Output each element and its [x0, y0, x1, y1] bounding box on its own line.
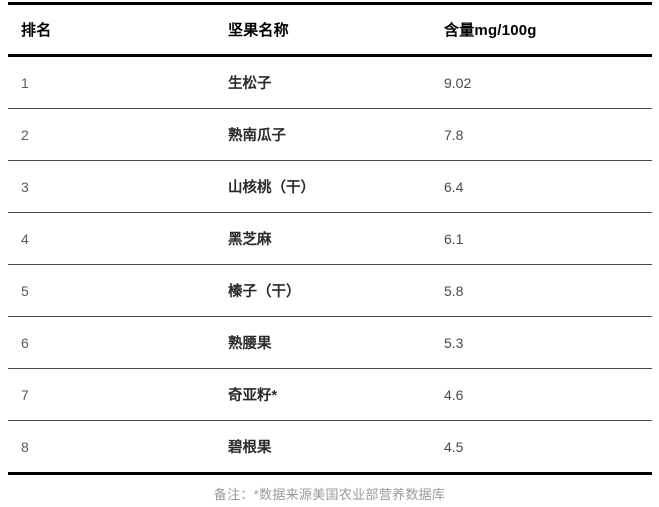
cell-rank: 4 — [21, 230, 29, 247]
cell-name: 生松子 — [228, 76, 272, 92]
cell-value: 6.4 — [444, 178, 464, 195]
cell-rank: 6 — [21, 334, 29, 351]
table-row: 8 碧根果 4.5 — [8, 421, 652, 474]
cell-rank: 3 — [21, 178, 29, 195]
table-row: 4 黑芝麻 6.1 — [8, 213, 652, 265]
table-row: 3 山核桃（干） 6.4 — [8, 161, 652, 213]
column-header-name: 坚果名称 — [228, 22, 289, 39]
table-row: 7 奇亚籽* 4.6 — [8, 369, 652, 421]
nut-content-table: 排名 坚果名称 含量mg/100g 1 生松子 9.02 2 熟南瓜子 7.8 … — [8, 2, 652, 475]
column-header-value: 含量mg/100g — [444, 22, 537, 39]
cell-value: 4.6 — [444, 386, 464, 403]
cell-rank: 1 — [21, 74, 29, 91]
cell-rank: 8 — [21, 438, 29, 455]
table-row: 1 生松子 9.02 — [8, 56, 652, 109]
cell-name: 熟腰果 — [228, 336, 272, 352]
cell-value: 9.02 — [444, 74, 472, 91]
cell-name: 山核桃（干） — [228, 180, 315, 196]
table-header-row: 排名 坚果名称 含量mg/100g — [8, 3, 652, 56]
cell-value: 4.5 — [444, 438, 464, 455]
table-body: 1 生松子 9.02 2 熟南瓜子 7.8 3 山核桃（干） 6.4 4 黑芝麻… — [8, 56, 652, 474]
cell-rank: 5 — [21, 282, 29, 299]
cell-name: 榛子（干） — [228, 284, 301, 300]
cell-rank: 7 — [21, 386, 29, 403]
cell-value: 5.8 — [444, 282, 464, 299]
cell-name: 奇亚籽* — [228, 388, 278, 404]
cell-value: 7.8 — [444, 126, 464, 143]
table-row: 5 榛子（干） 5.8 — [8, 265, 652, 317]
table-footnote: 备注：*数据来源美国农业部营养数据库 — [213, 487, 446, 502]
cell-name: 黑芝麻 — [228, 232, 272, 248]
column-header-rank: 排名 — [21, 22, 52, 39]
cell-name: 熟南瓜子 — [228, 128, 286, 144]
cell-value: 6.1 — [444, 230, 464, 247]
cell-value: 5.3 — [444, 334, 464, 351]
cell-name: 碧根果 — [228, 440, 272, 456]
table-header: 排名 坚果名称 含量mg/100g — [8, 3, 652, 56]
table-row: 6 熟腰果 5.3 — [8, 317, 652, 369]
cell-rank: 2 — [21, 126, 29, 143]
table-row: 2 熟南瓜子 7.8 — [8, 109, 652, 161]
